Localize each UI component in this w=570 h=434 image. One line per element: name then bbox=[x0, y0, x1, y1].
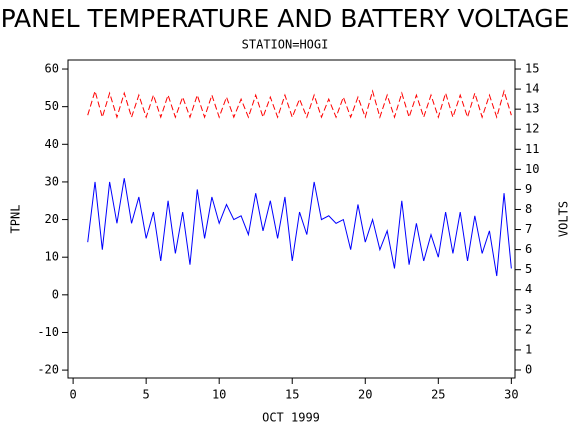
y2-tick-label: 6 bbox=[525, 242, 532, 256]
chart-subtitle: STATION=HOGI bbox=[242, 38, 329, 52]
y2-tick-label: 9 bbox=[525, 182, 532, 196]
y2-tick-label: 12 bbox=[525, 122, 539, 136]
series-line bbox=[88, 91, 512, 117]
x-tick-label: 20 bbox=[358, 388, 372, 402]
series-line bbox=[88, 178, 512, 276]
y2-tick-label: 4 bbox=[525, 282, 532, 296]
y-axis-label: TPNL bbox=[9, 205, 23, 234]
y2-tick-label: 0 bbox=[525, 362, 532, 376]
x-tick-label: 0 bbox=[69, 388, 76, 402]
y2-tick-label: 10 bbox=[525, 162, 539, 176]
chart-title: PANEL TEMPERATURE AND BATTERY VOLTAGE bbox=[1, 4, 570, 33]
y-tick-label: 20 bbox=[45, 212, 59, 226]
y-tick-label: 10 bbox=[45, 250, 59, 264]
y2-tick-label: 15 bbox=[525, 62, 539, 76]
y-tick-label: -10 bbox=[37, 325, 59, 339]
y-tick-label: 0 bbox=[52, 287, 59, 301]
y2-tick-label: 8 bbox=[525, 202, 532, 216]
x-tick-label: 10 bbox=[212, 388, 226, 402]
y2-tick-label: 14 bbox=[525, 82, 539, 96]
y2-axis-label: VOLTS bbox=[557, 201, 570, 237]
y-tick-label: 50 bbox=[45, 99, 59, 113]
y-tick-label: -20 bbox=[37, 363, 59, 377]
x-axis-label: OCT 1999 bbox=[262, 411, 320, 425]
y2-tick-label: 5 bbox=[525, 262, 532, 276]
y-tick-label: 60 bbox=[45, 62, 59, 76]
y2-tick-label: 1 bbox=[525, 342, 532, 356]
x-tick-label: 5 bbox=[143, 388, 150, 402]
x-tick-label: 25 bbox=[431, 388, 445, 402]
y2-tick-label: 13 bbox=[525, 102, 539, 116]
y2-tick-label: 7 bbox=[525, 222, 532, 236]
y2-tick-label: 3 bbox=[525, 302, 532, 316]
y2-tick-label: 11 bbox=[525, 142, 539, 156]
y2-tick-label: 2 bbox=[525, 322, 532, 336]
x-tick-label: 30 bbox=[504, 388, 518, 402]
x-tick-label: 15 bbox=[285, 388, 299, 402]
y-tick-label: 30 bbox=[45, 174, 59, 188]
y-tick-label: 40 bbox=[45, 137, 59, 151]
